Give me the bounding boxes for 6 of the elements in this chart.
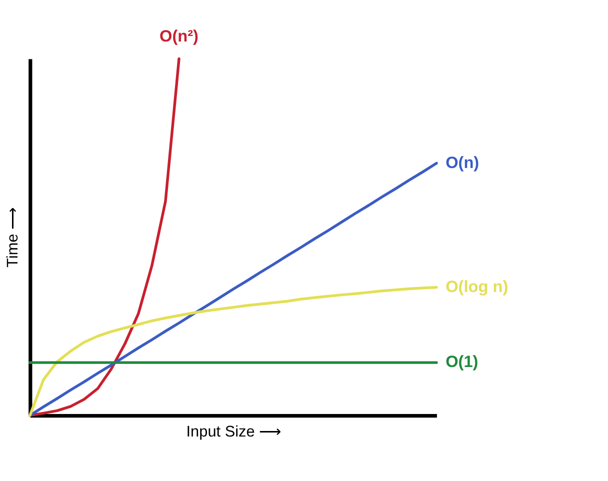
series-label: O(n²) bbox=[160, 27, 199, 46]
y-axis-title: Time ⟶ bbox=[4, 208, 22, 268]
series-label: O(n) bbox=[446, 154, 480, 172]
series-label: O(1) bbox=[446, 353, 478, 372]
series-label: O(log n) bbox=[446, 278, 508, 296]
x-axis-title: Input Size ⟶ bbox=[186, 424, 282, 441]
